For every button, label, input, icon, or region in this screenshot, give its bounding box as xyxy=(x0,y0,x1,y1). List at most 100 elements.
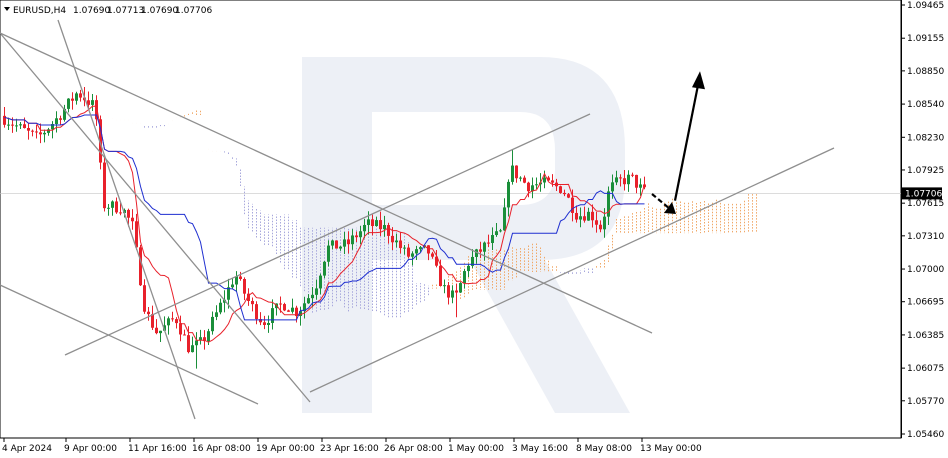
bear-candle xyxy=(479,241,482,259)
bull-candle xyxy=(211,311,214,335)
bear-candle xyxy=(583,206,586,223)
bull-candle xyxy=(47,127,50,136)
trend-lines xyxy=(0,19,835,420)
bear-candle xyxy=(487,234,490,248)
bull-candle xyxy=(55,111,58,133)
bear-candle xyxy=(455,283,458,318)
bear-candle xyxy=(619,174,622,187)
time-tick-label: 13 May 00:00 xyxy=(640,444,702,454)
bull-candle xyxy=(19,121,22,130)
bear-candle xyxy=(399,232,402,254)
bear-candle xyxy=(355,231,358,242)
bear-candle xyxy=(59,115,62,126)
bear-candle xyxy=(79,89,82,102)
bull-candle xyxy=(363,218,366,239)
kijun-sen-line xyxy=(4,114,645,321)
price-tick-label: 1.08230 xyxy=(907,133,944,143)
bull-candle xyxy=(419,246,422,253)
low-value: 1.07690 xyxy=(141,6,178,16)
current-price-tag: 1.07706 xyxy=(902,187,942,200)
bull-candle xyxy=(451,285,454,304)
bull-candle xyxy=(63,104,66,122)
bear-candle xyxy=(523,175,526,184)
bear-candle xyxy=(151,305,154,331)
bear-candle xyxy=(371,214,374,236)
bull-candle xyxy=(43,129,46,143)
bear-candle xyxy=(23,117,26,129)
price-tick-label: 1.09465 xyxy=(907,1,944,11)
bull-candle xyxy=(627,170,630,192)
time-tick-label: 3 May 16:00 xyxy=(512,444,568,454)
price-tick-label: 1.05770 xyxy=(907,397,944,407)
bull-candle xyxy=(403,244,406,255)
close-value: 1.07706 xyxy=(175,6,212,16)
price-tick-label: 1.07310 xyxy=(907,232,944,242)
bull-candle xyxy=(271,299,274,330)
time-tick-label: 9 Apr 00:00 xyxy=(64,444,117,454)
bull-candle xyxy=(471,249,474,269)
bull-candle xyxy=(299,306,302,326)
bull-candle xyxy=(215,305,218,321)
bear-candle xyxy=(591,204,594,228)
bull-candle xyxy=(307,294,310,304)
bull-candle xyxy=(231,278,234,289)
bear-candle xyxy=(427,245,430,261)
time-tick-label: 16 Apr 08:00 xyxy=(192,444,251,454)
bear-candle xyxy=(567,192,570,199)
price-tick-label: 1.08540 xyxy=(907,100,944,110)
price-tick-label: 1.06385 xyxy=(907,331,944,341)
bull-candle xyxy=(315,279,318,300)
bear-candle xyxy=(243,277,246,301)
price-tick-label: 1.08850 xyxy=(907,67,944,77)
open-value: 1.07690 xyxy=(73,6,110,16)
bear-candle xyxy=(251,297,254,312)
time-tick-label: 26 Apr 08:00 xyxy=(384,444,443,454)
bear-candle xyxy=(635,174,638,194)
bull-candle xyxy=(319,273,322,295)
bull-candle xyxy=(267,315,270,333)
bear-candle xyxy=(575,205,578,223)
bull-candle xyxy=(499,228,502,233)
bear-candle xyxy=(139,244,142,286)
bear-candle xyxy=(87,91,90,110)
current-price-label: 1.07706 xyxy=(905,189,942,199)
bull-candle xyxy=(303,296,306,319)
bull-candle xyxy=(519,176,522,182)
bull-candle xyxy=(339,245,342,251)
bear-candle xyxy=(431,251,434,259)
bull-candle xyxy=(375,216,378,227)
bear-candle xyxy=(115,197,118,214)
descending-channel-lower xyxy=(0,284,259,405)
bear-candle xyxy=(255,301,258,325)
bull-candle xyxy=(7,117,10,130)
bull-candle xyxy=(531,177,534,199)
dropdown-triangle-icon[interactable] xyxy=(4,7,10,11)
bull-candle xyxy=(291,298,294,314)
bear-candle xyxy=(95,95,98,126)
bull-candle xyxy=(443,279,446,294)
bear-candle xyxy=(447,282,450,305)
forecast-dip-arrow xyxy=(651,193,671,210)
bear-candle xyxy=(103,156,106,212)
bull-candle xyxy=(199,329,202,345)
bull-candle xyxy=(491,227,494,251)
bear-candle xyxy=(183,329,186,336)
dip-arrowhead-icon xyxy=(664,202,676,214)
indicator-lines xyxy=(4,105,645,343)
bull-candle xyxy=(235,271,238,292)
price-tick-label: 1.06075 xyxy=(907,364,944,374)
time-tick-label: 19 Apr 00:00 xyxy=(256,444,315,454)
bear-candle xyxy=(143,279,146,314)
forecast-rise-arrow xyxy=(673,84,700,201)
bear-candle xyxy=(31,129,34,137)
bull-candle xyxy=(75,91,78,105)
bull-candle xyxy=(467,263,470,278)
price-tick-label: 1.07000 xyxy=(907,265,944,275)
bear-candle xyxy=(39,123,42,144)
bear-candle xyxy=(179,315,182,342)
bull-candle xyxy=(67,98,70,113)
ascending-channel-upper xyxy=(64,113,591,356)
time-tick-label: 4 Apr 2024 xyxy=(2,444,52,454)
